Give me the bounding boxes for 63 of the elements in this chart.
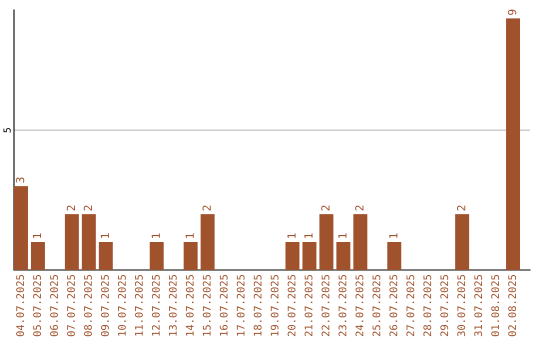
x-tick-label: 16.07.2025 [220, 275, 228, 336]
bar [14, 186, 28, 270]
bar [200, 214, 215, 270]
data-label: 2 [202, 206, 211, 210]
data-label: 1 [304, 233, 313, 238]
x-tick-label: 08.07.2025 [84, 275, 92, 336]
x-tick-label: 12.07.2025 [152, 275, 160, 336]
bar [506, 18, 520, 270]
x-tick-label: 24.07.2025 [356, 275, 364, 336]
x-tick-label: 20.07.2025 [288, 275, 296, 336]
data-label: 2 [84, 206, 92, 210]
x-tick-label: 01.08.2025 [491, 275, 500, 336]
x-tick-label: 29.07.2025 [440, 275, 448, 336]
data-label: 2 [456, 206, 466, 210]
bar [150, 242, 164, 270]
bar [64, 214, 79, 270]
bar [336, 242, 350, 270]
data-label: 1 [287, 233, 296, 238]
data-label: 3 [16, 177, 24, 183]
x-tick-label: 02.08.2025 [508, 275, 516, 336]
x-tick-label: 22.07.2025 [322, 275, 330, 336]
bar [302, 242, 316, 270]
x-tick-label: 18.07.2025 [254, 275, 262, 336]
x-tick-label: 11.07.2025 [134, 275, 143, 336]
bar [353, 214, 368, 270]
bar [98, 242, 113, 270]
x-tick-label: 07.07.2025 [67, 275, 75, 336]
data-label: 1 [338, 233, 346, 238]
x-tick-label: 25.07.2025 [372, 275, 380, 336]
x-tick-label: 04.07.2025 [16, 275, 24, 336]
data-label: 1 [100, 233, 109, 238]
x-tick-label: 27.07.2025 [406, 275, 414, 336]
bar [82, 214, 96, 270]
x-tick-label: 13.07.2025 [168, 275, 177, 336]
data-label: 1 [186, 233, 194, 238]
x-tick-label: 31.07.2025 [474, 275, 482, 336]
y-tick-label: 5 [4, 128, 11, 132]
data-label: 2 [355, 206, 364, 210]
x-tick-label: 10.07.2025 [118, 275, 126, 336]
data-label: 1 [32, 233, 42, 238]
x-tick-label: 09.07.2025 [100, 275, 109, 336]
bar [30, 242, 45, 270]
data-label: 2 [321, 206, 330, 210]
data-label: 2 [66, 206, 75, 210]
x-tick-label: 05.07.2025 [33, 275, 42, 336]
data-label: 1 [389, 233, 398, 238]
x-tick-label: 15.07.2025 [202, 275, 211, 336]
x-tick-label: 28.07.2025 [423, 275, 432, 336]
x-tick-label: 17.07.2025 [236, 275, 245, 336]
x-tick-label: 14.07.2025 [186, 275, 194, 336]
x-tick-label: 19.07.2025 [270, 275, 279, 336]
bar [319, 214, 334, 270]
bar [455, 214, 470, 270]
x-tick-label: 30.07.2025 [457, 275, 466, 336]
bar [387, 242, 402, 270]
data-label: 1 [152, 233, 160, 238]
data-label: 9 [508, 10, 516, 15]
x-tick-label: 23.07.2025 [338, 275, 346, 336]
x-tick-label: 26.07.2025 [389, 275, 398, 336]
x-tick-label: 21.07.2025 [304, 275, 312, 336]
x-tick-label: 06.07.2025 [50, 275, 58, 336]
bar [184, 242, 198, 270]
bar [285, 242, 300, 270]
